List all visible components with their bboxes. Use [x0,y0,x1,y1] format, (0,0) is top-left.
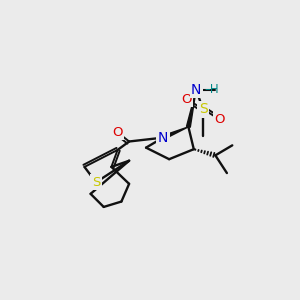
Text: S: S [92,176,100,189]
Polygon shape [162,127,188,140]
Text: O: O [214,113,224,126]
Text: O: O [112,126,123,139]
Text: N: N [158,130,168,145]
Polygon shape [187,90,196,127]
Text: S: S [199,102,207,116]
Text: O: O [182,93,192,106]
Text: N: N [191,83,201,97]
Text: –H: –H [205,83,219,96]
